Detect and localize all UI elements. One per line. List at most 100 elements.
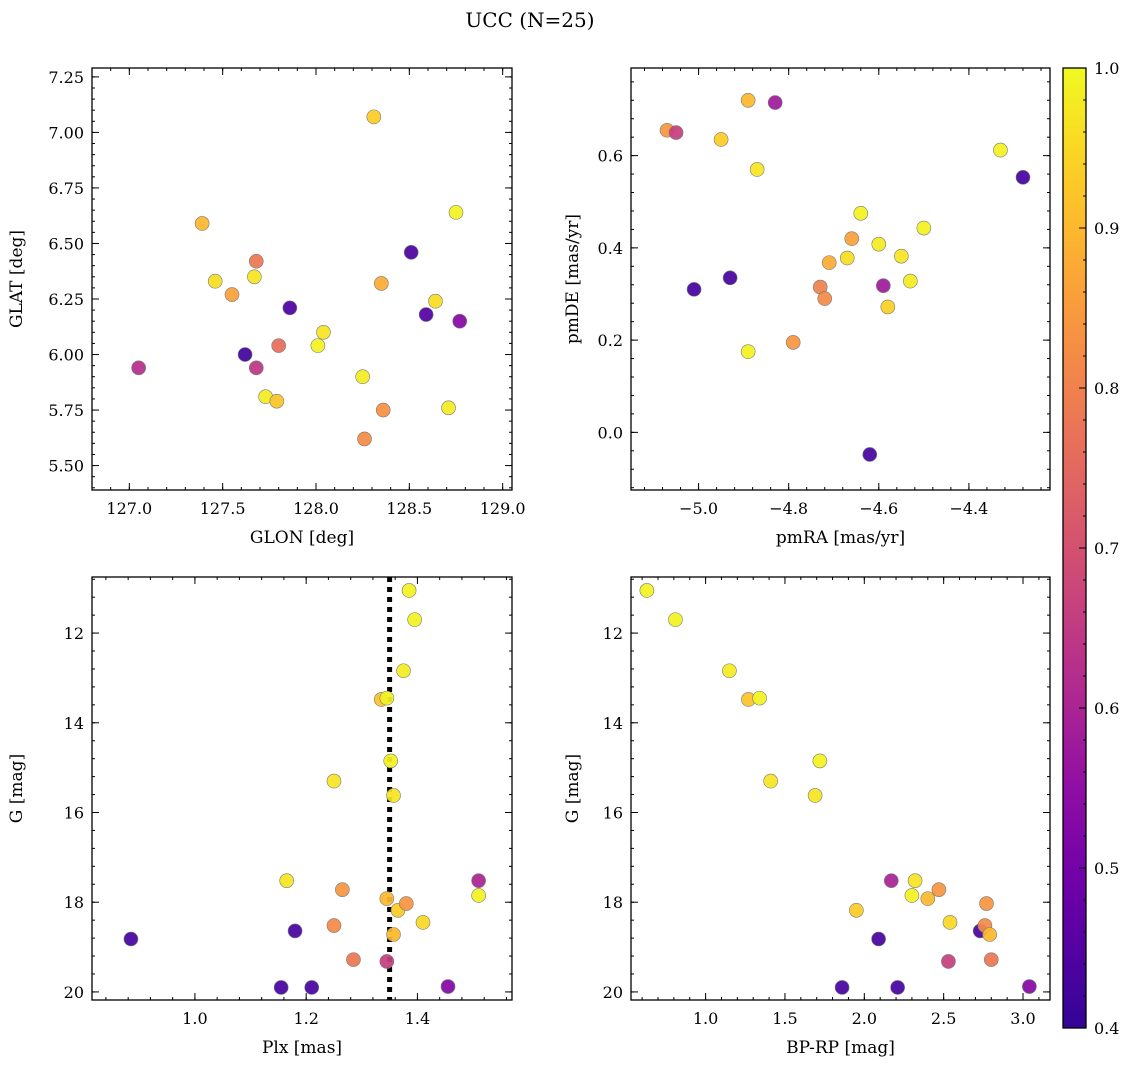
colorbar-tick-label: 0.7 (1094, 539, 1119, 558)
scatter-point (355, 369, 370, 385)
axes-frame (630, 576, 1051, 1001)
scatter-point (248, 360, 264, 376)
x-tick-label: 128.5 (386, 499, 432, 518)
scatter-point (880, 299, 896, 315)
y-tick-label: 0.6 (598, 147, 623, 166)
scatter-point (287, 923, 303, 939)
tick-marks (92, 577, 512, 1000)
y-tick-label: 20 (64, 983, 84, 1002)
scatter-point (668, 125, 684, 140)
scatter-point (415, 915, 431, 930)
scatter-point (386, 927, 401, 942)
scatter-point (1022, 979, 1037, 994)
scatter-point (941, 954, 956, 969)
panel-bprp-g: 1.0 1.5 2.0 2.5 3.0 12 14 16 18 20 BP-RP [mag] G [m… (563, 576, 1051, 1058)
y-tick-label: 6.75 (48, 179, 84, 198)
x-tick-label: 129.0 (480, 499, 526, 518)
scatter-point (767, 95, 783, 110)
y-tick-label: 0.0 (598, 423, 623, 442)
scatter-points (123, 583, 486, 995)
x-tick-label: 1.4 (405, 1009, 430, 1028)
y-axis-label: G [mag] (563, 754, 583, 823)
y-tick-label: 7.00 (48, 123, 84, 142)
scatter-point (686, 282, 702, 297)
scatter-point (366, 109, 382, 125)
y-tick-label: 6.50 (48, 234, 84, 253)
scatter-point (383, 753, 399, 769)
colorbar-tick-label: 0.8 (1094, 379, 1119, 398)
scatter-point (812, 753, 828, 769)
y-tick-label: 18 (603, 893, 623, 912)
scatter-point (821, 255, 837, 270)
y-tick-label: 0.2 (598, 331, 623, 350)
y-axis-label: GLAT [deg] (7, 230, 27, 328)
colorbar-gradient (1063, 68, 1086, 1028)
x-axis-label: GLON [deg] (250, 528, 354, 548)
scatter-point (749, 162, 765, 177)
scatter-point (375, 402, 391, 418)
colorbar-tick-label: 0.4 (1094, 1019, 1119, 1038)
scatter-point (326, 773, 342, 789)
scatter-point (876, 278, 891, 293)
axes-frame (91, 576, 513, 1001)
y-tick-label: 14 (603, 714, 623, 733)
x-tick-label: 127.5 (200, 499, 246, 518)
x-tick-label: −4.4 (949, 499, 988, 518)
scatter-point (916, 220, 932, 236)
scatter-point (740, 92, 756, 108)
y-tick-label: 12 (603, 624, 623, 643)
scatter-point (269, 393, 285, 409)
scatter-point (853, 205, 869, 221)
scatter-point (713, 132, 729, 147)
scatter-point (386, 788, 401, 803)
scatter-points (639, 583, 1037, 995)
x-tick-label: 2.5 (931, 1009, 956, 1028)
panel-pmra-pmde: −5.0 −4.8 −4.6 −4.4 0.0 0.2 0.4 0.6 pmRA [mas/yr… (563, 67, 1051, 548)
tick-marks (631, 68, 1050, 490)
axes-frame (91, 67, 513, 491)
scatter-point (346, 952, 361, 967)
panel-plx-g: 1.0 1.2 1.4 12 14 16 18 20 Plx [mas] G [mag] (7, 576, 513, 1058)
scatter-point (471, 873, 486, 888)
y-tick-label: 20 (603, 983, 623, 1002)
scatter-point (983, 952, 999, 967)
x-axis-label: pmRA [mas/yr] (776, 528, 905, 548)
scatter-point (471, 888, 486, 903)
scatter-point (304, 980, 320, 995)
x-tick-label: 128.0 (293, 499, 339, 518)
scatter-point (379, 954, 395, 969)
scatter-point (862, 447, 878, 462)
scatter-point (871, 931, 886, 947)
scatter-point (207, 273, 223, 289)
scatter-point (271, 338, 286, 353)
scatter-point (722, 270, 738, 286)
scatter-point (849, 902, 864, 918)
scatter-point (763, 773, 778, 789)
scatter-point (194, 216, 210, 231)
y-tick-label: 12 (64, 624, 84, 643)
x-tick-label: −5.0 (679, 499, 718, 518)
scatter-point (335, 882, 350, 897)
x-tick-label: 3.0 (1010, 1009, 1035, 1028)
scatter-point (807, 788, 823, 803)
scatter-point (785, 335, 801, 350)
scatter-point (452, 313, 468, 329)
x-tick-label: −4.8 (769, 499, 808, 518)
x-tick-label: 1.2 (293, 1009, 318, 1028)
scatter-point (668, 612, 683, 627)
scatter-point (839, 250, 855, 266)
colorbar-tick-label: 0.6 (1094, 699, 1119, 718)
panel-glon-glat: 127.0 127.5 128.0 128.5 129.0 5.50 5.75 6.00 6.2… (7, 67, 526, 548)
scatter-point (379, 690, 395, 706)
scatter-point (401, 583, 417, 598)
scatter-point (871, 236, 887, 252)
scatter-point (273, 980, 289, 995)
scatter-point (907, 873, 923, 888)
x-tick-label: 1.0 (182, 1009, 207, 1028)
scatter-point (237, 347, 253, 362)
scatter-point (890, 980, 905, 995)
scatter-point (740, 344, 756, 359)
scatter-point (248, 253, 264, 269)
x-tick-label: 2.0 (852, 1009, 877, 1028)
